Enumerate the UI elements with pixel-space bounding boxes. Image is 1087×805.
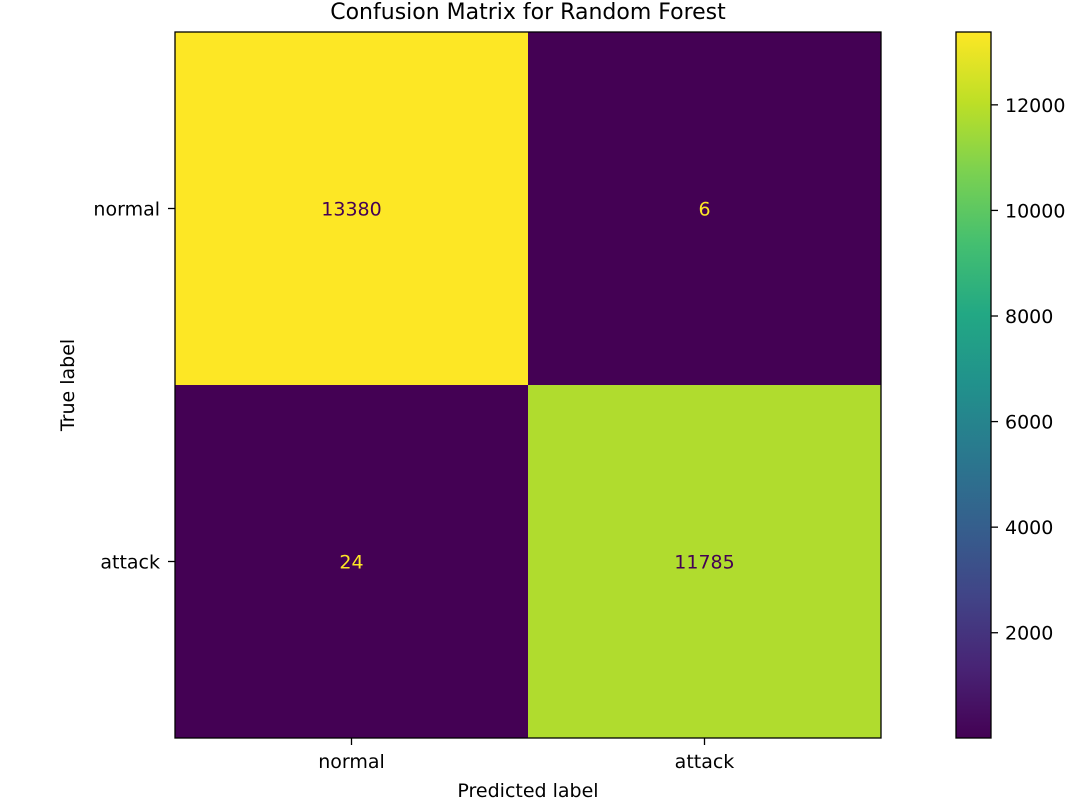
matrix-cell <box>175 32 528 385</box>
colorbar-tick-label: 8000 <box>1005 306 1053 328</box>
colorbar-tick-label: 2000 <box>1005 623 1053 645</box>
matrix-cell <box>175 385 528 738</box>
colorbar-tick-label: 4000 <box>1005 517 1053 539</box>
y-axis-label: True label <box>57 339 79 432</box>
chart-title: Confusion Matrix for Random Forest <box>330 0 726 25</box>
colorbar-tick-label: 12000 <box>1005 95 1065 117</box>
y-axis-ticks: normal attack <box>93 199 175 574</box>
y-tick-label: attack <box>100 552 160 574</box>
matrix-cell-labels: 13380 6 24 11785 <box>321 199 734 574</box>
colorbar-tick-label: 6000 <box>1005 412 1053 434</box>
x-tick-label: normal <box>318 751 385 773</box>
matrix-cell <box>528 385 881 738</box>
x-tick-label: attack <box>675 751 735 773</box>
y-tick-label: normal <box>93 199 160 221</box>
matrix-cells <box>175 32 881 738</box>
colorbar <box>955 31 992 739</box>
matrix-cell <box>528 32 881 385</box>
matrix-cell-value: 11785 <box>674 552 734 574</box>
x-axis-ticks: normal attack <box>318 738 734 773</box>
colorbar-ticks: 2000 4000 6000 8000 10000 12000 <box>991 95 1065 645</box>
x-axis-label: Predicted label <box>457 780 598 802</box>
plot-frame <box>174 31 882 739</box>
colorbar-tick-label: 10000 <box>1005 200 1065 222</box>
matrix-cell-value: 6 <box>698 199 710 221</box>
matrix-cell-value: 13380 <box>321 199 381 221</box>
matrix-cell-value: 24 <box>339 552 363 574</box>
